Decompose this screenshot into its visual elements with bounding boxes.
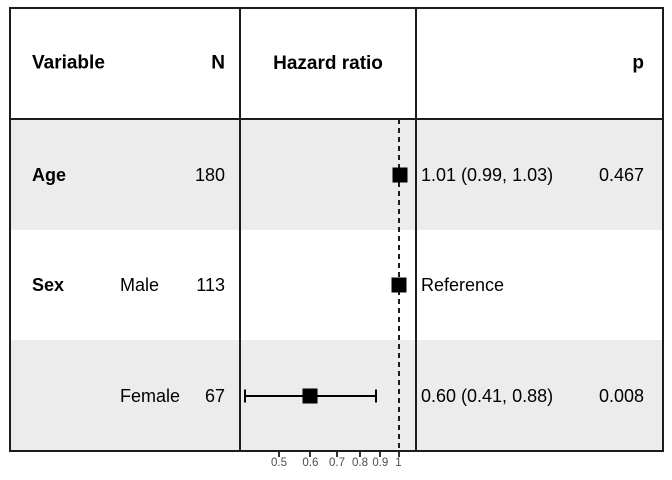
header-hazard-ratio: Hazard ratio <box>273 53 383 74</box>
x-axis-tick-label: 1 <box>395 457 402 469</box>
x-axis-tick <box>397 452 400 457</box>
x-axis-tick <box>336 452 338 457</box>
header-p: p <box>632 52 644 74</box>
x-axis-tick <box>277 452 280 457</box>
row-male-level: Male <box>120 275 160 295</box>
row-female-n: 67 <box>204 385 225 406</box>
row-age-estimate: 1.01 (0.99, 1.03) <box>421 164 554 185</box>
hazard-ratio-point <box>391 277 406 293</box>
x-axis-tick-label: 0.7 <box>329 457 345 469</box>
row-sex-variable: Sex <box>32 275 65 295</box>
plot-outer-border <box>9 7 664 452</box>
x-axis-tick-label: 0.8 <box>352 457 369 469</box>
header-variable: Variable <box>32 52 105 74</box>
x-axis-tick <box>379 452 382 457</box>
row-female-p: 0.008 <box>598 385 644 406</box>
header-separator-line <box>9 118 664 120</box>
x-axis-tick <box>359 452 362 457</box>
header-n: N <box>211 52 225 74</box>
row-age-variable: Age <box>32 164 67 185</box>
row-age-p: 0.467 <box>598 164 644 185</box>
x-axis-tick <box>309 452 312 457</box>
confidence-interval-cap-high <box>375 389 378 402</box>
divider-variable-plot <box>239 7 241 452</box>
divider-plot-estimate <box>415 7 417 452</box>
row-female-level: Female <box>120 385 181 406</box>
row-male-n: 113 <box>196 275 225 295</box>
hazard-ratio-point <box>392 167 408 182</box>
row-male-estimate: Reference <box>421 275 505 295</box>
row-age-n: 180 <box>194 164 225 185</box>
x-axis-tick-label: 0.6 <box>302 457 319 469</box>
hazard-ratio-point <box>302 388 318 403</box>
row-female-estimate: 0.60 (0.41, 0.88) <box>421 385 554 406</box>
x-axis-tick-label: 0.9 <box>372 457 389 469</box>
x-axis-tick-label: 0.5 <box>270 457 287 469</box>
row-band-age <box>10 119 663 230</box>
confidence-interval-cap-low <box>243 389 246 402</box>
